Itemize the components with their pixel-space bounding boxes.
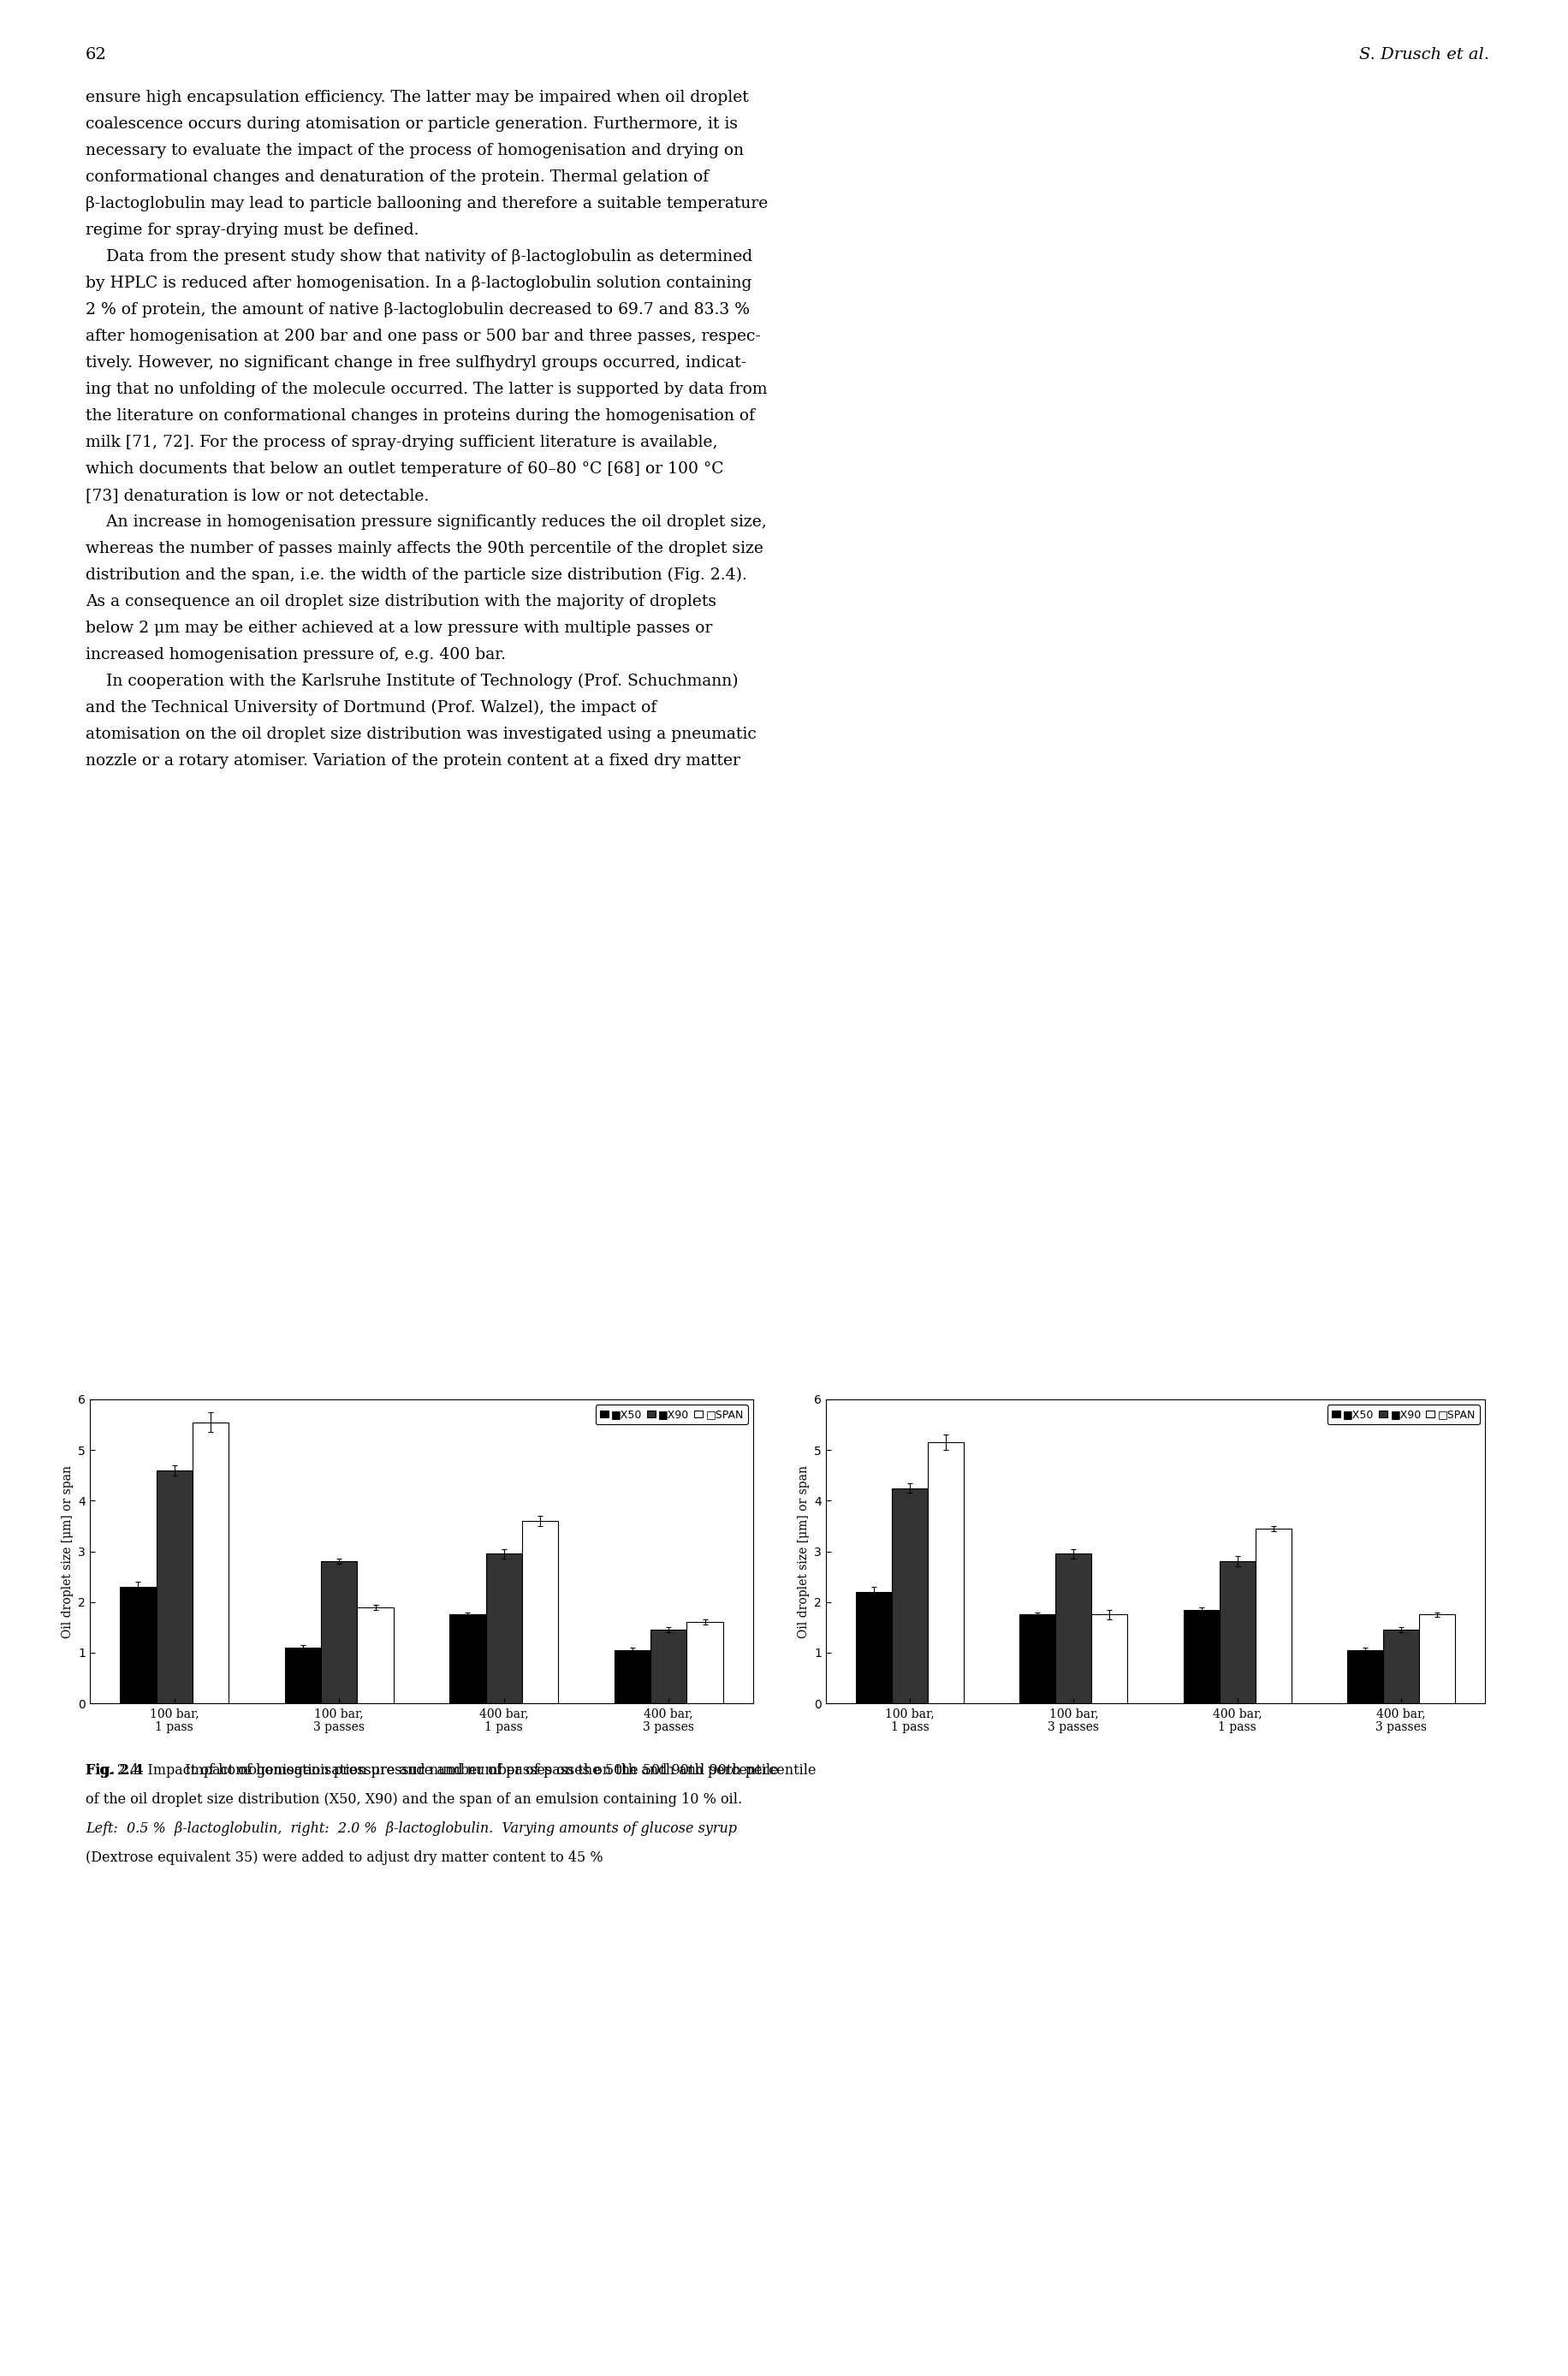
Text: In cooperation with the Karlsruhe Institute of Technology (Prof. Schuchmann): In cooperation with the Karlsruhe Instit… [86,675,739,689]
Bar [687,1623,723,1704]
Text: An increase in homogenisation pressure significantly reduces the oil droplet siz: An increase in homogenisation pressure s… [86,513,767,530]
Text: whereas the number of passes mainly affects the 90th percentile of the droplet s: whereas the number of passes mainly affe… [86,542,764,556]
Text: As a consequence an oil droplet size distribution with the majority of droplets: As a consequence an oil droplet size dis… [86,594,717,608]
Legend: ■X50, ■X90, □SPAN: ■X50, ■X90, □SPAN [1327,1404,1480,1426]
Bar [1220,1561,1256,1704]
Text: ensure high encapsulation efficiency. The latter may be impaired when oil drople: ensure high encapsulation efficiency. Th… [86,90,748,105]
Text: necessary to evaluate the impact of the process of homogenisation and drying on: necessary to evaluate the impact of the … [86,143,743,159]
Text: by HPLC is reduced after homogenisation. In a β-lactoglobulin solution containin: by HPLC is reduced after homogenisation.… [86,276,751,290]
Text: 2 % of protein, the amount of native β-lactoglobulin decreased to 69.7 and 83.3 : 2 % of protein, the amount of native β-l… [86,302,750,318]
Bar [1184,1609,1220,1704]
Bar [285,1647,321,1704]
Bar [157,1471,193,1704]
Y-axis label: Oil droplet size [μm] or span: Oil droplet size [μm] or span [61,1466,74,1637]
Bar [193,1423,229,1704]
Text: milk [71, 72]. For the process of spray-drying sufficient literature is availabl: milk [71, 72]. For the process of spray-… [86,435,718,449]
Bar [651,1630,687,1704]
Bar [1019,1616,1055,1704]
Bar [450,1616,486,1704]
Bar [321,1561,358,1704]
Bar [1055,1554,1091,1704]
Text: S. Drusch et al.: S. Drusch et al. [1359,48,1490,62]
Bar [522,1521,558,1704]
Bar [1347,1649,1383,1704]
Text: the literature on conformational changes in proteins during the homogenisation o: the literature on conformational changes… [86,409,754,423]
Text: Fig. 2.4: Fig. 2.4 [86,1763,143,1777]
Text: Fig. 2.4  Impact of homogenisation pressure and number of passes on the 50th and: Fig. 2.4 Impact of homogenisation pressu… [86,1763,779,1777]
Bar [486,1554,522,1704]
Bar [892,1487,928,1704]
Bar [928,1442,964,1704]
Text: increased homogenisation pressure of, e.g. 400 bar.: increased homogenisation pressure of, e.… [86,646,506,663]
Text: β-lactoglobulin may lead to particle ballooning and therefore a suitable tempera: β-lactoglobulin may lead to particle bal… [86,195,768,211]
Text: coalescence occurs during atomisation or particle generation. Furthermore, it is: coalescence occurs during atomisation or… [86,116,739,131]
Text: nozzle or a rotary atomiser. Variation of the protein content at a fixed dry mat: nozzle or a rotary atomiser. Variation o… [86,753,740,767]
Bar [615,1649,651,1704]
Bar [856,1592,892,1704]
Text: distribution and the span, i.e. the width of the particle size distribution (Fig: distribution and the span, i.e. the widt… [86,568,746,582]
Text: 62: 62 [86,48,107,62]
Text: (Dextrose equivalent 35) were added to adjust dry matter content to 45 %: (Dextrose equivalent 35) were added to a… [86,1851,604,1865]
Text: after homogenisation at 200 bar and one pass or 500 bar and three passes, respec: after homogenisation at 200 bar and one … [86,328,760,345]
Text: below 2 μm may be either achieved at a low pressure with multiple passes or: below 2 μm may be either achieved at a l… [86,620,712,637]
Text: Left:  0.5 %  β-lactoglobulin,  right:  2.0 %  β-lactoglobulin.  Varying amounts: Left: 0.5 % β-lactoglobulin, right: 2.0 … [86,1822,737,1837]
Y-axis label: Oil droplet size [μm] or span: Oil droplet size [μm] or span [798,1466,809,1637]
Legend: ■X50, ■X90, □SPAN: ■X50, ■X90, □SPAN [596,1404,748,1426]
Text: tively. However, no significant change in free sulfhydryl groups occurred, indic: tively. However, no significant change i… [86,354,746,371]
Text: ing that no unfolding of the molecule occurred. The latter is supported by data : ing that no unfolding of the molecule oc… [86,383,767,397]
Text: of the oil droplet size distribution (X50, X90) and the span of an emulsion cont: of the oil droplet size distribution (X5… [86,1792,742,1806]
Text: regime for spray-drying must be defined.: regime for spray-drying must be defined. [86,223,419,238]
Bar [121,1587,157,1704]
Text: Data from the present study show that nativity of β-lactoglobulin as determined: Data from the present study show that na… [86,249,753,264]
Bar [1419,1616,1455,1704]
Text: conformational changes and denaturation of the protein. Thermal gelation of: conformational changes and denaturation … [86,169,709,185]
Text: which documents that below an outlet temperature of 60–80 °C [68] or 100 °C: which documents that below an outlet tem… [86,461,724,478]
Bar [1256,1528,1292,1704]
Bar [1383,1630,1419,1704]
Text: atomisation on the oil droplet size distribution was investigated using a pneuma: atomisation on the oil droplet size dist… [86,727,756,741]
Bar [358,1606,394,1704]
Bar [1091,1616,1127,1704]
Text: and the Technical University of Dortmund (Prof. Walzel), the impact of: and the Technical University of Dortmund… [86,701,657,715]
Text: [73] denaturation is low or not detectable.: [73] denaturation is low or not detectab… [86,487,430,504]
Text: Impact of homogenisation pressure and number of passes on the 50th and 90th perc: Impact of homogenisation pressure and nu… [177,1763,817,1777]
